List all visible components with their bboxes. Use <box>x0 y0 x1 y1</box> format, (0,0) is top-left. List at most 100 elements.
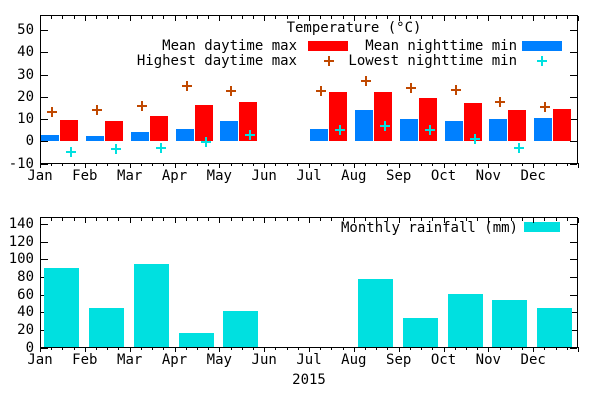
axis-tick <box>241 218 243 221</box>
axis-tick <box>185 346 187 350</box>
axis-tick <box>499 346 501 350</box>
axis-tick <box>297 218 299 221</box>
bar-mean-nighttime-min-Jul <box>310 129 328 142</box>
axis-tick <box>465 162 467 166</box>
axis-tick <box>129 346 131 352</box>
axis-tick <box>376 16 378 19</box>
axis-tick <box>84 346 86 352</box>
y-tick-label-120: 120 <box>8 233 34 250</box>
axis-tick <box>41 96 48 98</box>
axis-tick <box>331 218 333 221</box>
axis-tick <box>264 162 266 168</box>
axis-tick <box>51 16 53 19</box>
bar-mean-daytime-max-Jul <box>329 92 347 142</box>
axis-tick <box>566 346 568 350</box>
x-tick-label-Dec: Dec <box>520 168 546 184</box>
axis-tick <box>570 259 577 261</box>
axis-tick <box>107 346 109 350</box>
bar-monthly-rainfall-Sep <box>402 317 438 348</box>
axis-tick <box>376 346 378 350</box>
axis-tick <box>365 16 367 19</box>
x-tick-label-Feb: Feb <box>72 351 98 368</box>
axis-tick <box>443 16 445 21</box>
marker-lowest-nighttime-min-Mar <box>155 142 166 153</box>
bar-mean-daytime-max-Dec <box>553 108 572 142</box>
axis-tick <box>196 16 198 19</box>
bar-monthly-rainfall-Apr <box>178 333 214 348</box>
axis-tick <box>40 346 41 352</box>
axis-tick <box>353 346 355 352</box>
axis-tick <box>107 162 109 166</box>
y-tick-label-80: 80 <box>17 268 34 285</box>
axis-tick <box>443 162 445 168</box>
axis-tick <box>409 162 411 166</box>
x-tick-label-Jan: Jan <box>27 351 53 368</box>
marker-highest-daytime-max-Oct <box>450 85 461 96</box>
axis-tick <box>578 16 579 21</box>
axis-tick <box>555 346 557 350</box>
axis-tick <box>499 162 501 166</box>
axis-tick <box>398 218 400 223</box>
axis-tick <box>432 346 434 350</box>
axis-tick <box>73 16 75 19</box>
x-tick-label-Jun: Jun <box>251 168 277 184</box>
marker-highest-daytime-max-Dec <box>540 101 551 112</box>
x-tick-label-Jul: Jul <box>296 168 322 184</box>
bar-mean-daytime-max-Jan <box>60 120 78 142</box>
axis-tick <box>264 218 266 223</box>
axis-tick <box>185 218 187 221</box>
axis-tick <box>533 218 535 223</box>
bar-monthly-rainfall-Nov <box>492 299 528 348</box>
axis-tick <box>387 218 389 221</box>
axis-tick <box>230 16 232 19</box>
axis-tick <box>297 16 299 19</box>
axis-tick <box>140 346 142 350</box>
axis-tick <box>365 162 367 166</box>
x-tick-label-Mar: Mar <box>117 351 143 368</box>
bar-mean-nighttime-min-May <box>220 121 239 142</box>
axis-tick <box>331 162 333 166</box>
bar-mean-nighttime-min-Dec <box>534 117 553 142</box>
axis-tick <box>297 162 299 166</box>
axis-tick <box>241 162 243 166</box>
axis-tick <box>275 218 277 221</box>
bar-monthly-rainfall-Aug <box>357 278 393 348</box>
axis-tick <box>570 141 577 143</box>
axis-tick <box>521 16 523 19</box>
y-tick-label-0: 0 <box>25 133 34 150</box>
bar-mean-daytime-max-Feb <box>104 121 123 142</box>
axis-tick <box>286 16 288 19</box>
axis-tick <box>163 218 165 221</box>
axis-tick <box>196 162 198 166</box>
axis-tick <box>488 218 490 223</box>
axis-tick <box>241 16 243 19</box>
axis-tick <box>544 162 546 166</box>
rainfall-chart <box>40 217 578 348</box>
marker-lowest-nighttime-min-Nov <box>514 142 525 153</box>
marker-highest-daytime-max-Apr <box>181 80 192 91</box>
plus-icon-highest-daytime-max <box>324 56 334 66</box>
axis-tick <box>230 346 232 350</box>
bar-monthly-rainfall-Feb <box>88 307 124 348</box>
axis-tick <box>454 16 456 19</box>
axis-tick <box>353 16 355 21</box>
axis-tick <box>421 162 423 166</box>
axis-tick <box>570 276 577 278</box>
axis-tick <box>409 218 411 221</box>
marker-lowest-nighttime-min-Sep <box>424 125 435 136</box>
axis-tick <box>118 346 120 350</box>
axis-tick <box>51 218 53 221</box>
x-tick-label-Jul: Jul <box>296 351 322 368</box>
axis-tick <box>421 218 423 221</box>
axis-tick <box>230 162 232 166</box>
legend-swatch-mean-nighttime-min <box>522 41 562 51</box>
axis-tick <box>488 16 490 21</box>
axis-tick <box>488 346 490 352</box>
marker-lowest-nighttime-min-Apr <box>200 137 211 148</box>
axis-tick <box>570 163 577 165</box>
bar-mean-nighttime-min-Oct <box>444 121 463 142</box>
axis-tick <box>286 346 288 350</box>
axis-tick <box>297 346 299 350</box>
x-tick-label-Aug: Aug <box>341 351 367 368</box>
